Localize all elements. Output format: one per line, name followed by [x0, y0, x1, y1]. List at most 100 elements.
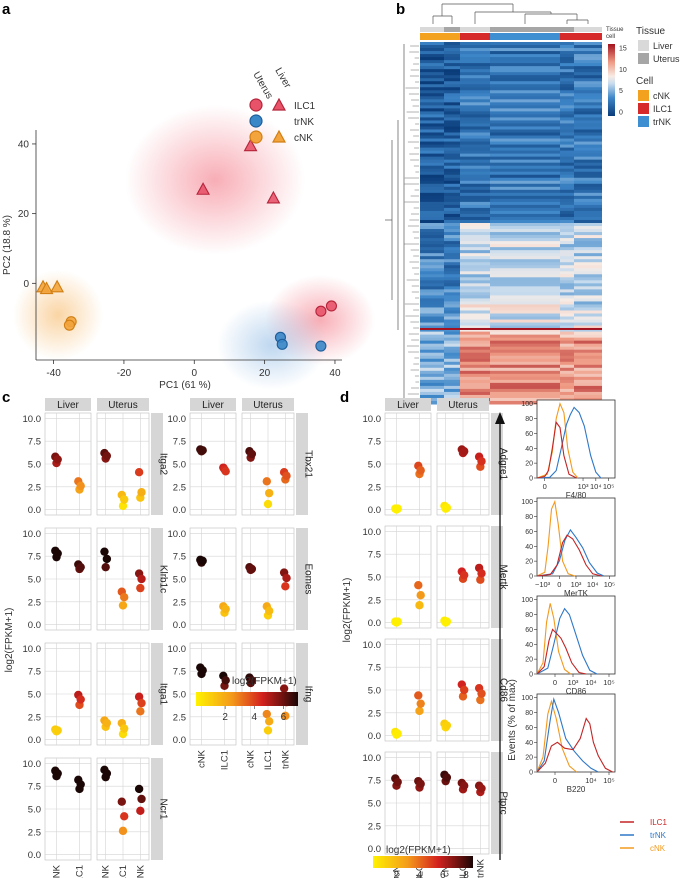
heatmap-cell	[420, 400, 444, 405]
heatmap-cell	[444, 292, 460, 296]
gene-strip-label: Adgre1	[498, 448, 509, 481]
heatmap-cell	[420, 204, 444, 209]
heatmap-cell	[574, 144, 602, 149]
heatmap-cell	[460, 51, 490, 55]
legend-cell-trnk-swatch	[638, 116, 649, 127]
heatmap-cell	[574, 313, 602, 318]
heatmap-cell	[460, 277, 490, 281]
heatmap-cell	[460, 63, 490, 67]
expression-point	[118, 501, 128, 511]
heatmap-cell	[560, 241, 574, 245]
heatmap-cell	[460, 147, 490, 152]
heatmap-cell	[444, 298, 460, 302]
expression-point	[102, 769, 112, 778]
heatmap-cell	[560, 391, 574, 396]
heatmap-cell	[490, 42, 560, 46]
heatmap-cell	[560, 123, 574, 127]
heatmap-cell	[490, 298, 560, 302]
heatmap-cell	[444, 289, 460, 293]
heatmap-cell	[460, 286, 490, 290]
heatmap-cell	[420, 313, 444, 318]
heatmap-cell	[560, 114, 574, 118]
heatmap-cell	[490, 313, 560, 318]
heatmap-cell	[444, 114, 460, 118]
heatmap-cell	[574, 253, 602, 257]
heatmap-cell	[574, 72, 602, 76]
heatmap-cell	[444, 45, 460, 49]
anno-label-cell: cell	[606, 34, 615, 40]
cell-annotation-cell	[444, 33, 460, 40]
heatmap-cell	[560, 141, 574, 146]
heatmap-cell	[490, 352, 560, 357]
heatmap-cell	[574, 168, 602, 173]
legend-ilc1-uterus-marker	[249, 98, 263, 112]
heatmap-cell	[574, 126, 602, 130]
expression-point	[262, 477, 271, 486]
heatmap-cell	[490, 48, 560, 52]
heatmap-cell	[460, 138, 490, 143]
expression-point	[120, 812, 129, 821]
heatmap-cell	[444, 180, 460, 185]
hist-x-tick-label: 10⁵	[603, 776, 614, 785]
legend-tissue-uterus-swatch	[638, 53, 649, 64]
heatmap-cell	[460, 198, 490, 203]
heatmap-cell	[460, 307, 490, 311]
heatmap-cell	[490, 319, 560, 324]
heatmap-cell	[560, 63, 574, 67]
heatmap-cell	[574, 235, 602, 239]
heatmap-cell	[560, 51, 574, 55]
hist-y-tick-label: 20	[525, 657, 533, 664]
heatmap-cell	[560, 84, 574, 88]
heatmap-cell	[420, 144, 444, 149]
legend-cell-cnk-swatch	[638, 90, 649, 101]
heatmap-cell	[444, 364, 460, 369]
heatmap-cell	[490, 256, 560, 260]
heatmap-cell	[420, 361, 444, 366]
heatmap-cell	[574, 201, 602, 206]
heatmap-cell	[490, 201, 560, 206]
facet-y-tick-label: 5.0	[368, 573, 381, 584]
hist-y-tick-label: 100	[521, 597, 533, 604]
facet-y-tick-label: 5.0	[28, 575, 41, 586]
heatmap-cell	[420, 126, 444, 130]
expression-point	[198, 666, 207, 675]
heatmap-cell	[420, 66, 444, 70]
heatmap-cell	[460, 69, 490, 73]
hist-x-tick-label: 0	[543, 482, 547, 491]
gene-strip-label: Klrb1c	[158, 565, 169, 593]
heatmap-cell	[560, 352, 574, 357]
heatmap-cell	[560, 72, 574, 76]
heatmap-cell	[444, 310, 460, 314]
heatmap-cell	[444, 87, 460, 91]
pca-y-tick-label: 0	[23, 279, 29, 290]
heatmap-cell	[490, 168, 560, 173]
facet-x-tick-label: ILC1	[263, 750, 274, 770]
heatmap-cell	[444, 325, 460, 330]
hist-x-tick-label: 0	[553, 678, 557, 687]
expression-point	[136, 806, 145, 816]
expression-point	[414, 580, 423, 590]
heatmap-cell	[490, 247, 560, 251]
heatmap-cell	[420, 186, 444, 191]
heatmap-cell	[490, 162, 560, 167]
heatmap-cell	[574, 238, 602, 242]
heatmap-cell	[420, 198, 444, 203]
events-axis-arrowhead	[495, 412, 505, 424]
heatmap-cell	[460, 280, 490, 284]
pca-point-ilc1-liver	[196, 182, 210, 195]
hist-x-tick-label: 10⁵	[603, 482, 614, 491]
heatmap-cell	[460, 96, 490, 100]
hist-x-tick-label: 10⁵	[603, 678, 614, 687]
heatmap-cell	[460, 114, 490, 118]
heatmap-cell	[460, 244, 490, 248]
facet-mertk: Mertk 10.0 7.5 5.0 2.5 0.0	[363, 525, 509, 629]
heatmap-cell	[490, 90, 560, 94]
heatmap-cell	[490, 250, 560, 254]
heatmap-cell	[490, 373, 560, 378]
heatmap-cell	[420, 271, 444, 275]
heatmap-cell	[420, 78, 444, 82]
heatmap-cell	[444, 370, 460, 375]
tissue-annotation-cell	[444, 27, 460, 32]
heatmap-cell	[420, 141, 444, 146]
heatmap-cell	[574, 256, 602, 260]
